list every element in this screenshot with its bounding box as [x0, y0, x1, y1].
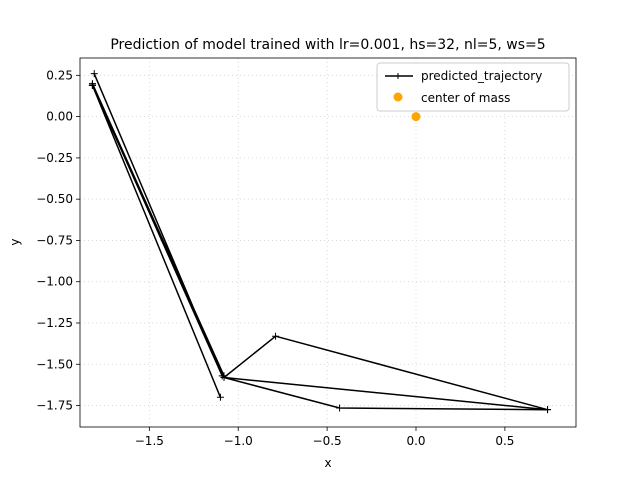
- ticks: −1.5 −1.0 −0.5 0.0 0.5 0.25 0.00 −0.25 −0.50 −0.7…: [36, 68, 514, 448]
- y-tick-label: −0.75: [36, 233, 73, 247]
- legend-label-predicted-trajectory: predicted_trajectory: [421, 69, 542, 83]
- trajectory-point-marker: [88, 81, 96, 89]
- legend: predicted_trajectory center of mass: [376, 62, 570, 112]
- y-tick-label: 0.00: [46, 110, 73, 124]
- grid: [80, 58, 576, 427]
- x-tick-label: −1.0: [224, 434, 253, 448]
- legend-plus-marker-icon: [395, 73, 401, 79]
- center-of-mass-point: [411, 112, 421, 122]
- x-tick-label: −1.5: [135, 434, 164, 448]
- legend-dot-swatch: [393, 92, 403, 102]
- y-tick-label: −1.75: [36, 399, 73, 413]
- trajectory-point-marker: [90, 70, 98, 78]
- trajectory-point-marker: [272, 332, 280, 340]
- y-tick-label: −0.50: [36, 192, 73, 206]
- y-axis-label: y: [8, 238, 22, 245]
- trajectory-point-marker: [220, 373, 228, 381]
- plot-frame: [79, 57, 577, 428]
- y-tick-label: −1.50: [36, 357, 73, 371]
- legend-label-center-of-mass: center of mass: [421, 91, 510, 105]
- trajectory-point-marker: [216, 393, 224, 401]
- trajectory-point-marker: [544, 406, 552, 414]
- chart-title: Prediction of model trained with lr=0.00…: [110, 37, 545, 53]
- x-tick-label: −0.5: [313, 434, 342, 448]
- y-tick-label: −1.00: [36, 275, 73, 289]
- trajectory-point-marker: [336, 404, 344, 412]
- x-tick-label: 0.5: [495, 434, 514, 448]
- x-tick-label: 0.0: [406, 434, 425, 448]
- series-layer: [88, 70, 552, 414]
- legend-box: [376, 62, 570, 112]
- y-tick-label: −1.25: [36, 316, 73, 330]
- y-tick-label: 0.25: [46, 68, 73, 82]
- x-axis-label: x: [324, 456, 331, 470]
- y-tick-label: −0.25: [36, 151, 73, 165]
